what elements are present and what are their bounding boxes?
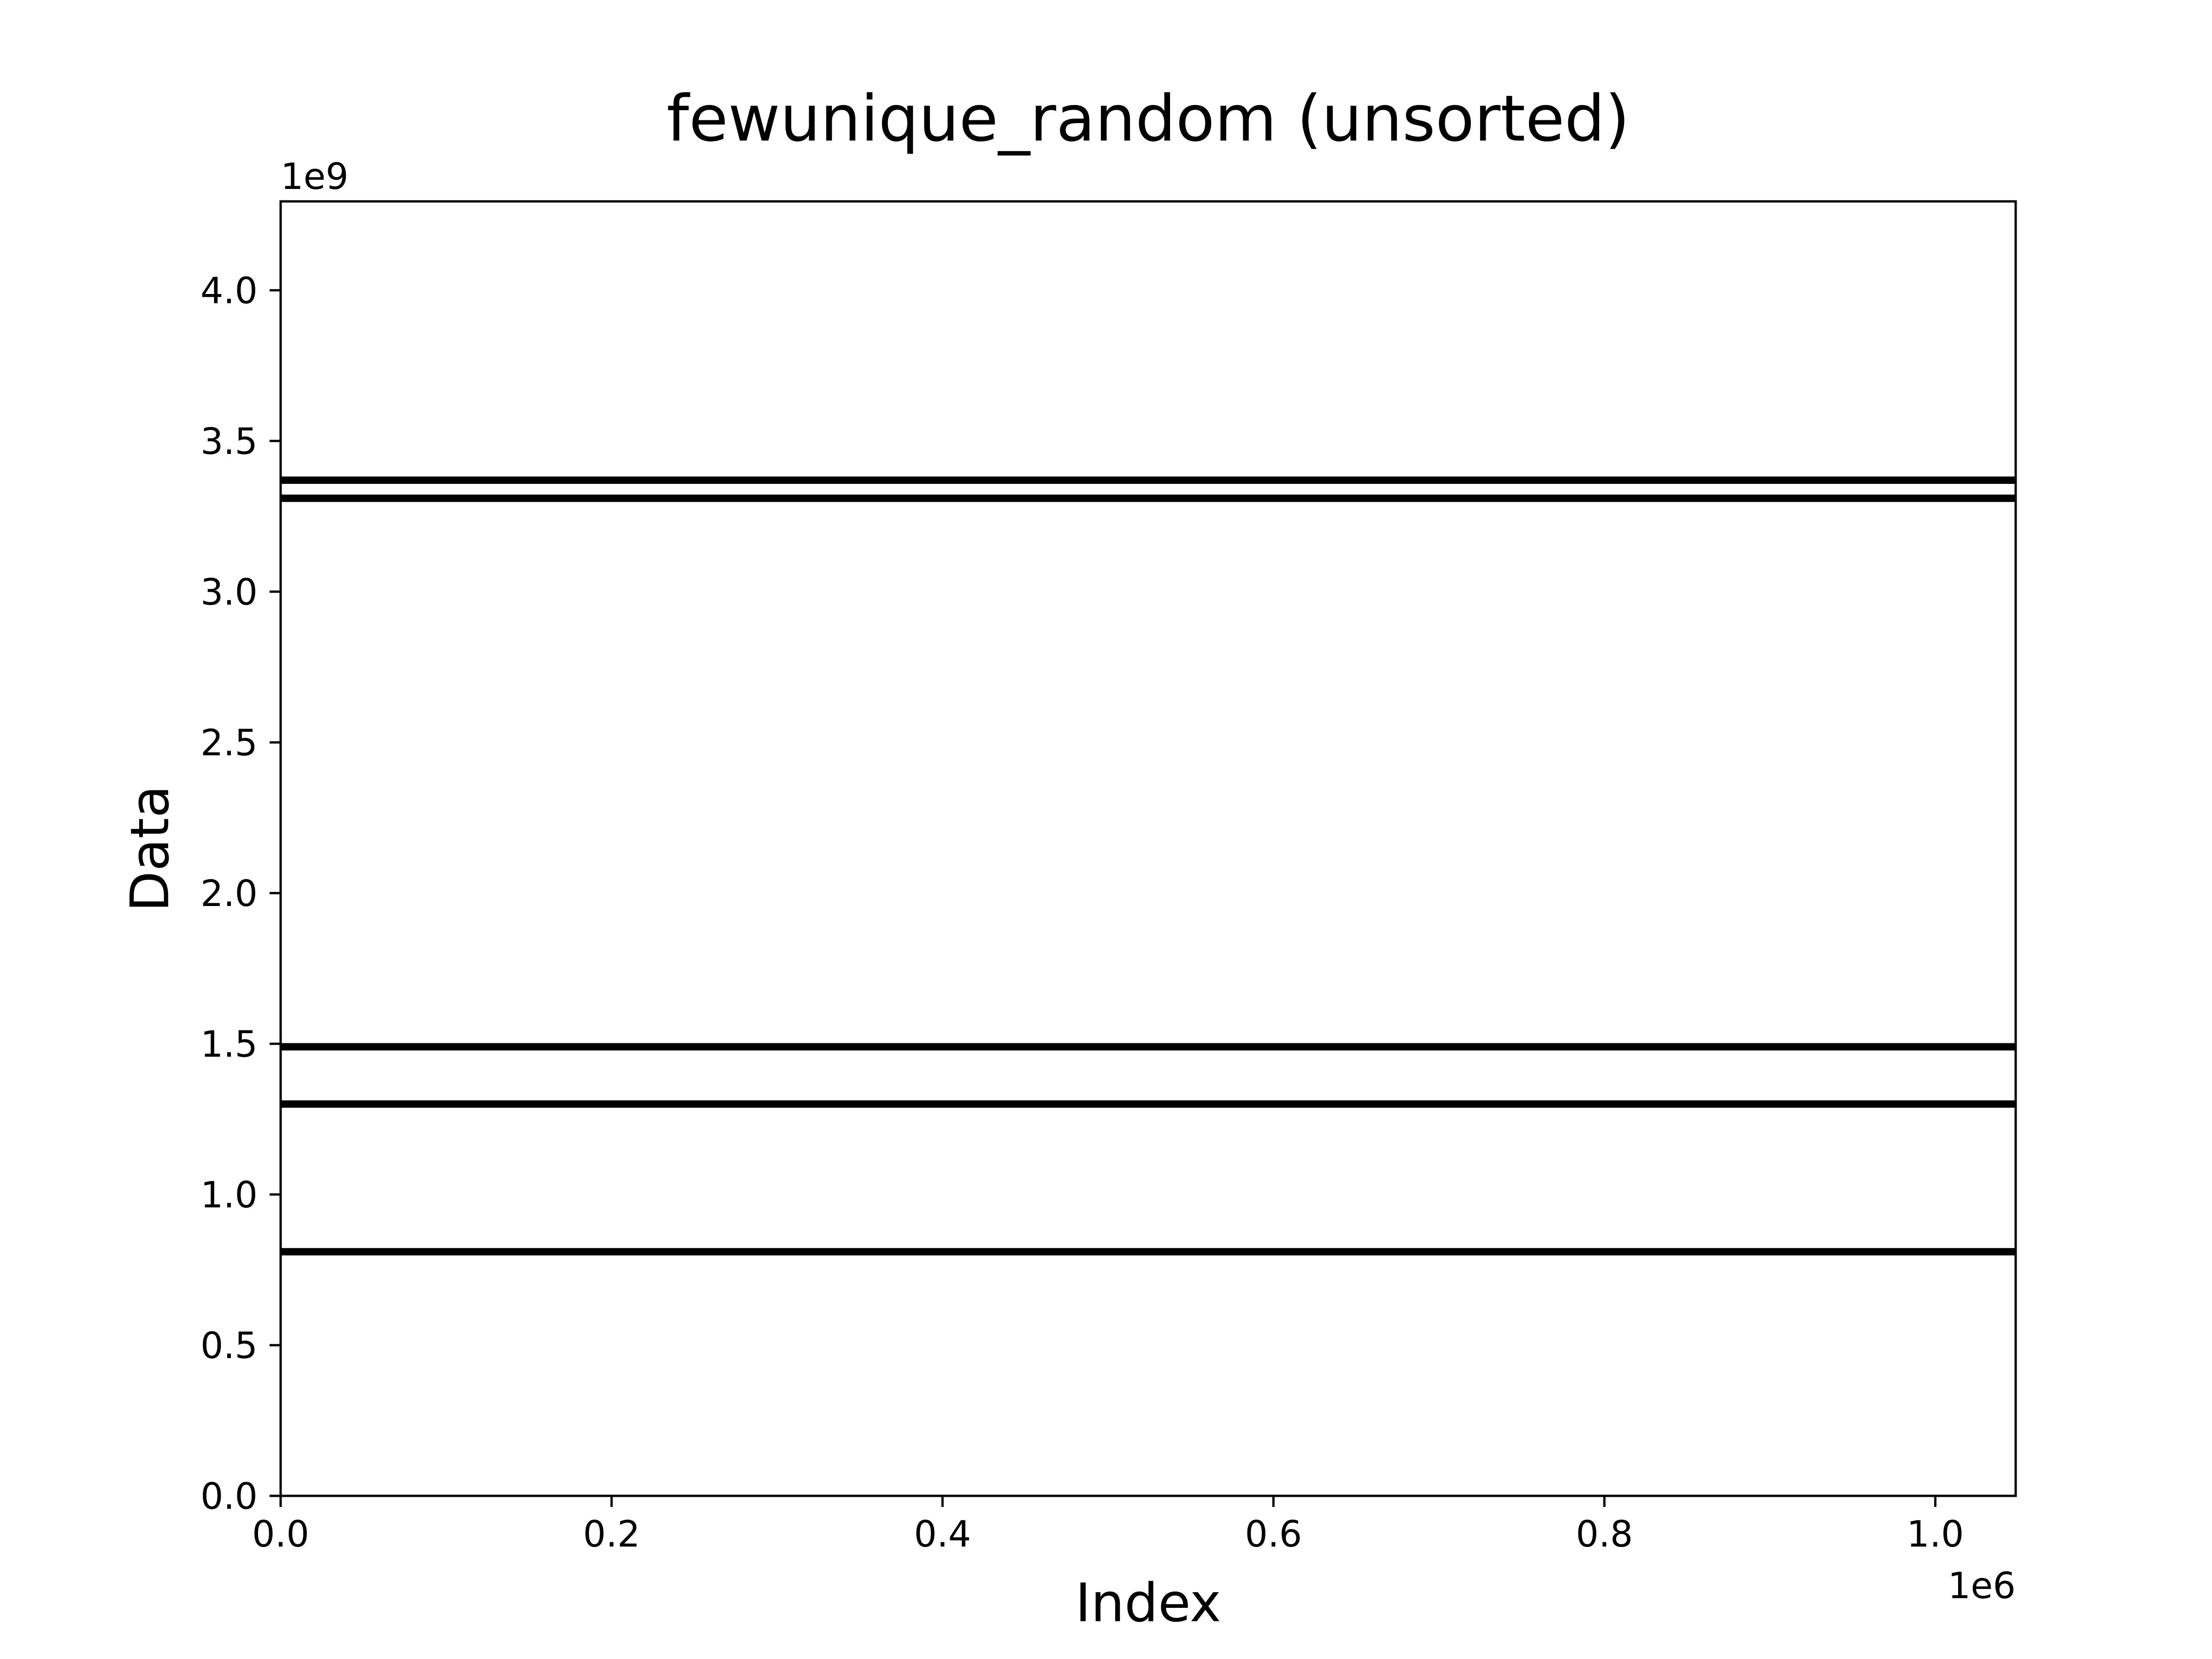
y-tick-label-4: 2.0 bbox=[200, 873, 258, 915]
y-tick-label-2: 1.0 bbox=[200, 1175, 258, 1216]
y-tick-label-3: 1.5 bbox=[200, 1024, 258, 1065]
x-tick-label-5: 1.0 bbox=[1907, 1514, 1964, 1555]
x-tick-label-1: 0.2 bbox=[583, 1514, 640, 1555]
x-tick-label-2: 0.4 bbox=[914, 1514, 971, 1555]
chart-title: fewunique_random (unsorted) bbox=[667, 82, 1630, 156]
y-axis-label: Data bbox=[119, 785, 181, 912]
y-tick-label-7: 3.5 bbox=[200, 421, 258, 463]
y-tick-label-5: 2.5 bbox=[200, 723, 258, 764]
x-tick-label-4: 0.8 bbox=[1576, 1514, 1633, 1555]
y-tick-label-8: 4.0 bbox=[200, 271, 258, 312]
axes-frame bbox=[279, 200, 2017, 1497]
plot-area: 0.0 0.2 0.4 0.6 0.8 1.0 0.0 0.5 1.0 1.5 2.0 2.5 3.0 3… bbox=[200, 200, 2017, 1555]
y-tick-label-1: 0.5 bbox=[200, 1325, 258, 1367]
x-tick-label-3: 0.6 bbox=[1245, 1514, 1302, 1555]
y-axis-offset-label: 1e9 bbox=[281, 156, 348, 198]
x-axis-label: Index bbox=[1075, 1572, 1221, 1634]
y-tick-label-6: 3.0 bbox=[200, 572, 258, 613]
x-tick-label-0: 0.0 bbox=[252, 1514, 309, 1555]
y-tick-label-0: 0.0 bbox=[200, 1476, 258, 1518]
x-axis-offset-label: 1e6 bbox=[1948, 1565, 2016, 1607]
